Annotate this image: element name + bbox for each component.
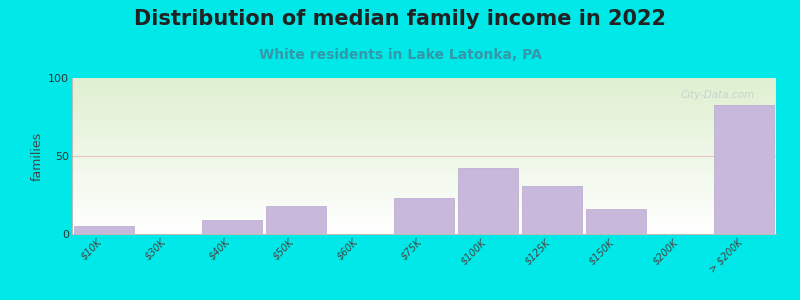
Bar <box>586 209 646 234</box>
Bar <box>202 220 262 234</box>
Bar <box>458 169 518 234</box>
Text: White residents in Lake Latonka, PA: White residents in Lake Latonka, PA <box>258 48 542 62</box>
Text: Distribution of median family income in 2022: Distribution of median family income in … <box>134 9 666 29</box>
Bar <box>522 186 582 234</box>
Bar <box>394 198 454 234</box>
Y-axis label: families: families <box>31 131 44 181</box>
Text: City-Data.com: City-Data.com <box>681 91 755 100</box>
Bar <box>266 206 326 234</box>
Bar <box>74 226 134 234</box>
Bar <box>714 104 774 234</box>
